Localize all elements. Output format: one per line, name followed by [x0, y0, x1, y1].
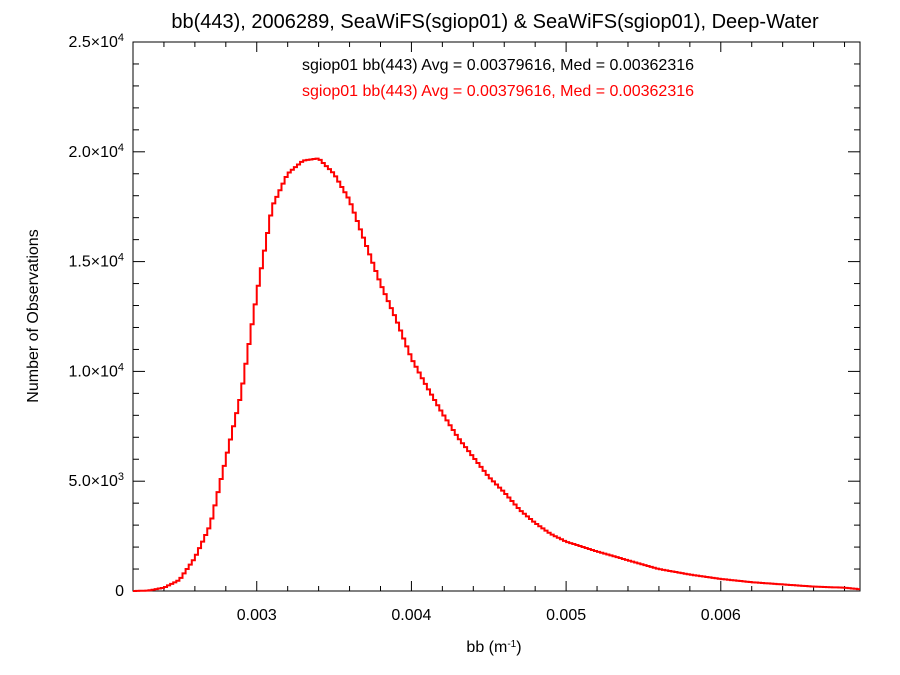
histogram-series-line [133, 157, 860, 592]
axis-ticks [133, 41, 860, 592]
annotation-red: sgiop01 bb(443) Avg = 0.00379616, Med = … [302, 83, 694, 100]
x-tick-label: 0.006 [701, 607, 741, 624]
x-tick-label: 0.003 [237, 607, 277, 624]
chart-title: bb(443), 2006289, SeaWiFS(sgiop01) & Sea… [171, 11, 819, 33]
y-tick-label: 1.0×104 [68, 361, 124, 380]
y-tick-exponent: 4 [118, 32, 124, 44]
y-tick-mantissa: 5.0×10 [68, 473, 117, 490]
y-axis-label: Number of Observations [25, 229, 42, 402]
y-tick-label: 0 [115, 583, 124, 600]
y-tick-label: 2.0×104 [68, 142, 124, 161]
y-tick-label: 1.5×104 [68, 252, 124, 271]
y-tick-mantissa: 2.0×10 [68, 144, 117, 161]
x-tick-label: 0.005 [546, 607, 586, 624]
y-tick-exponent: 4 [118, 252, 124, 264]
y-tick-exponent: 3 [118, 471, 124, 483]
x-tick-label: 0.004 [391, 607, 431, 624]
x-axis-label-main: bb (m [466, 639, 507, 656]
y-tick-mantissa: 2.5×10 [68, 34, 117, 51]
y-tick-mantissa: 0 [115, 583, 124, 600]
annotation-black: sgiop01 bb(443) Avg = 0.00379616, Med = … [302, 57, 694, 74]
y-tick-exponent: 4 [118, 361, 124, 373]
y-tick-mantissa: 1.5×10 [68, 254, 117, 271]
y-tick-exponent: 4 [118, 142, 124, 154]
y-tick-label: 2.5×104 [68, 32, 124, 51]
plot-frame [132, 41, 861, 592]
x-tick-labels: 0.003 0.004 0.005 0.006 [237, 607, 741, 624]
x-axis-label-superscript: -1 [507, 639, 516, 650]
y-tick-label: 5.0×103 [68, 471, 124, 490]
y-tick-mantissa: 1.0×10 [68, 363, 117, 380]
x-axis-label: bb (m-1) [466, 639, 521, 657]
x-axis-label-suffix: ) [516, 639, 521, 656]
